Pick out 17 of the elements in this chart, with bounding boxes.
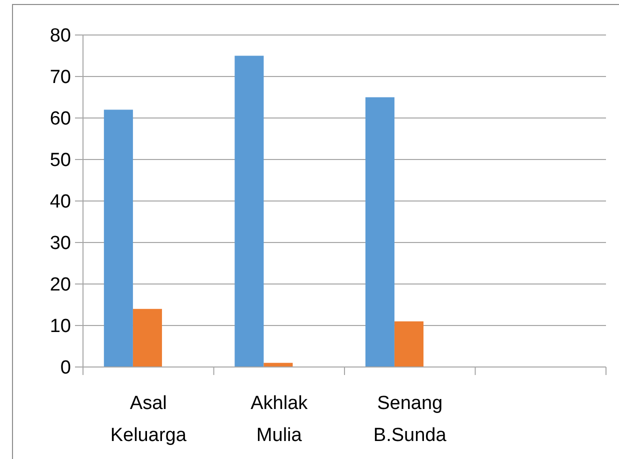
y-tick-label: 70 [50,67,71,88]
y-tick-label: 50 [50,150,71,172]
y-tick-label: 80 [50,26,71,47]
bar [394,321,424,367]
x-tick-label: Akhlak Mulia [250,393,308,446]
y-tick-label: 0 [60,358,71,379]
y-tick-label: 40 [50,192,71,213]
bar [365,97,394,367]
y-tick-label: 20 [50,274,71,296]
y-tick-label: 10 [50,316,71,338]
bar [234,56,264,367]
y-tick-label: 60 [50,108,71,130]
bar [104,110,133,367]
bar [132,308,162,367]
x-tick-label: Senang B.Sunda [373,393,447,446]
y-tick-label: 30 [50,233,71,254]
x-tick-label: Asal Keluarga [110,393,187,446]
